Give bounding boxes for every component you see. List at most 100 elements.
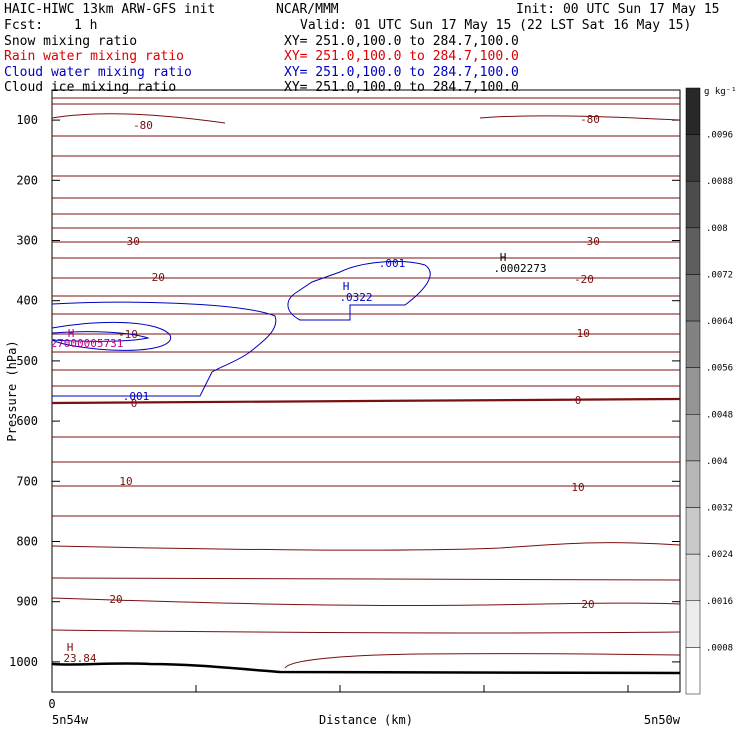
field-cloudwater-name: Cloud water mixing ratio: [4, 65, 192, 80]
colorbar: .0096 .0088 .008 .0072 .0064 .0056 .0048 .004 .0…: [685, 87, 733, 695]
y-tick-label: 600: [16, 414, 38, 428]
x-left-location: 5n54w: [52, 713, 89, 727]
forecast-label: Fcst:: [4, 18, 44, 33]
max-value-rain: 27000005731: [51, 337, 124, 350]
freezing-level-line: [51, 397, 681, 405]
max-value-temperature: 23.84: [63, 652, 96, 665]
field-snow-xy: XY= 251.0,100.0 to 284.7,100.0: [284, 34, 519, 49]
x-tick-zero: 0: [48, 697, 55, 711]
cloud-water-contour: [287, 261, 431, 321]
isotherm-line: [51, 542, 681, 551]
colorbar-label: .0024: [706, 550, 733, 560]
x-axis-title: Distance (km): [319, 713, 413, 727]
y-tick-label: 400: [16, 294, 38, 308]
isotherm-label: 20: [581, 598, 594, 611]
isotherm-line: [51, 597, 681, 607]
x-axis: [51, 685, 629, 692]
isotherm-line: [51, 629, 681, 634]
max-marker-h: H: [67, 641, 74, 654]
field-ice-name: Cloud ice mixing ratio: [4, 80, 177, 95]
colorbar-bin: [685, 180, 701, 229]
isotherm-label: -10: [570, 327, 590, 340]
isotherm-line: [51, 113, 226, 124]
colorbar-label: .0064: [706, 317, 733, 327]
center-label: NCAR/MMM: [276, 2, 339, 17]
colorbar-label: .0096: [706, 131, 733, 141]
field-snow-name: Snow mixing ratio: [4, 34, 138, 49]
forecast-hour: 1 h: [74, 18, 98, 33]
y-tick-label: 200: [16, 173, 38, 187]
model-title: HAIC-HIWC 13km ARW-GFS init: [4, 2, 216, 17]
colorbar-bin: [685, 87, 701, 135]
max-value-cloud-water: .0322: [339, 291, 372, 304]
isotherm-line: [479, 115, 681, 121]
y-axis-title: Pressure (hPa): [5, 340, 19, 441]
terrain-line: [51, 662, 681, 675]
isotherm-label: -80: [580, 113, 600, 126]
isotherm-label: -20: [574, 273, 594, 286]
colorbar-bin: [685, 414, 701, 462]
max-marker-h: H: [68, 327, 75, 340]
isotherm-label: -80: [133, 119, 153, 132]
x-right-location: 5n50w: [644, 713, 681, 727]
colorbar-bin: [685, 460, 701, 508]
temperature-isotherms: [51, 97, 681, 669]
colorbar-label: .004: [706, 457, 728, 467]
field-rain-name: Rain water mixing ratio: [4, 49, 185, 64]
colorbar-label: .0072: [706, 270, 733, 280]
y-tick-label: 100: [16, 113, 38, 127]
colorbar-label: .0088: [706, 177, 733, 187]
colorbar-bin: [685, 600, 701, 648]
valid-time: Valid: 01 UTC Sun 17 May 15 (22 LST Sat …: [300, 18, 692, 33]
isotherm-line: [284, 653, 681, 669]
isotherm-line: [51, 577, 681, 581]
isotherm-label: 0: [131, 397, 138, 410]
colorbar-label: .0032: [706, 504, 733, 514]
cloud-water-contour: [51, 331, 150, 342]
y-tick-label: 300: [16, 234, 38, 248]
isotherm-label: 0: [575, 394, 582, 407]
y-tick-label: 900: [16, 595, 38, 609]
isotherm-label: 20: [109, 593, 122, 606]
isotherm-label: -10: [118, 328, 138, 341]
colorbar-label: .0048: [706, 410, 733, 420]
colorbar-bin: [685, 553, 701, 602]
colorbar-label: .008: [706, 224, 728, 234]
colorbar-label: .0008: [706, 643, 733, 653]
y-tick-label: 500: [16, 354, 38, 368]
colorbar-bin: [685, 647, 701, 695]
field-cloudwater-xy: XY= 251.0,100.0 to 284.7,100.0: [284, 65, 519, 80]
cloud-water-contour-label: .001: [123, 390, 150, 403]
isotherm-label: -20: [145, 271, 165, 284]
max-marker-h: H: [343, 280, 350, 293]
init-time: Init: 00 UTC Sun 17 May 15: [516, 2, 720, 17]
colorbar-bin: [685, 274, 701, 322]
y-tick-label: 800: [16, 535, 38, 549]
colorbar-label: .0056: [706, 364, 733, 374]
isotherm-label: -30: [580, 235, 600, 248]
colorbar-bin: [685, 367, 701, 415]
cloud-water-contour: [51, 301, 277, 397]
y-tick-label: 700: [16, 474, 38, 488]
cloud-water-contours: [51, 261, 431, 397]
field-ice-xy: XY= 251.0,100.0 to 284.7,100.0: [284, 80, 519, 95]
max-value-ice: .0002273: [494, 262, 547, 275]
isotherm-label: -30: [120, 235, 140, 248]
y-tick-label: 1000: [9, 655, 38, 669]
plot-frame: [51, 89, 681, 693]
colorbar-bin: [685, 507, 701, 555]
max-marker-h: H: [500, 251, 507, 264]
colorbar-bin: [685, 134, 701, 182]
isotherm-labels: -80 -80 -30 -30 -20 -20 -10 -10 0 0 10 1…: [109, 113, 600, 611]
colorbar-bin: [685, 227, 701, 275]
cloud-water-contour-label: .001: [379, 257, 406, 270]
isotherm-label: 10: [119, 475, 132, 488]
colorbar-label: .0016: [706, 597, 733, 607]
field-rain-xy: XY= 251.0,100.0 to 284.7,100.0: [284, 49, 519, 64]
isotherm-label: 10: [571, 481, 584, 494]
colorbar-bin: [685, 320, 701, 368]
colorbar-unit: g kg⁻¹: [704, 87, 737, 97]
cloud-water-contour: [51, 321, 172, 351]
